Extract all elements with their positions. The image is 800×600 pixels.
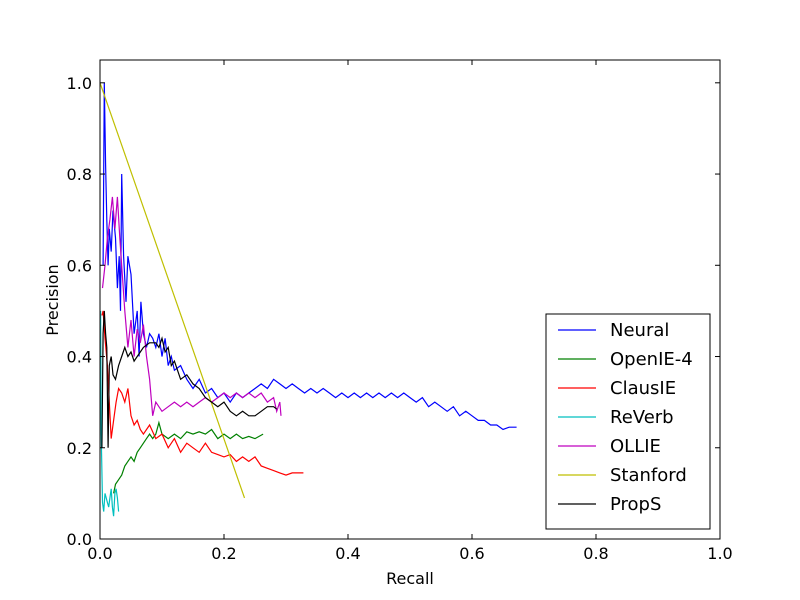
series-line-reverb	[100, 310, 120, 517]
legend-entry-label: ClausIE	[610, 378, 676, 399]
series-line-clausie	[101, 310, 304, 476]
legend-entry-label: OpenIE-4	[610, 349, 693, 370]
x-tick-label: 0.8	[583, 544, 608, 563]
legend-entry-label: ReVerb	[610, 407, 674, 428]
ticks-layer: 0.0 0.2 0.4 0.6 0.8 1.0 0.0 0.2 0.4 0.6 0.8 1.0	[67, 60, 733, 563]
legend-entry-label: PropS	[610, 494, 661, 515]
x-tick-label: 1.0	[707, 544, 732, 563]
y-tick-label: 0.8	[67, 165, 92, 184]
x-tick-label: 0.0	[87, 544, 112, 563]
legend-entry-label: Neural	[610, 320, 669, 341]
legend: Neural OpenIE-4 ClausIE ReVerb OLLIE Stanford…	[545, 313, 711, 530]
y-tick-label: 0.6	[67, 256, 92, 275]
x-tick-label: 0.6	[459, 544, 484, 563]
legend-entry-label: OLLIE	[610, 436, 661, 457]
y-tick-label: 0.4	[67, 348, 92, 367]
plot-frame	[99, 59, 721, 540]
series-line-props	[101, 310, 278, 448]
legend-box	[545, 313, 711, 530]
y-tick-label: 0.0	[67, 530, 92, 549]
legend-entry-label: Stanford	[610, 465, 687, 486]
x-axis-label: Recall	[386, 569, 434, 588]
x-tick-label: 0.4	[335, 544, 360, 563]
y-tick-label: 1.0	[67, 74, 92, 93]
x-tick-label: 0.2	[211, 544, 236, 563]
y-axis-label: Precision	[43, 264, 62, 335]
series-line-stanford	[99, 82, 246, 499]
y-tick-label: 0.2	[67, 439, 92, 458]
series-layer	[99, 82, 517, 517]
series-line-ollie	[101, 196, 282, 416]
